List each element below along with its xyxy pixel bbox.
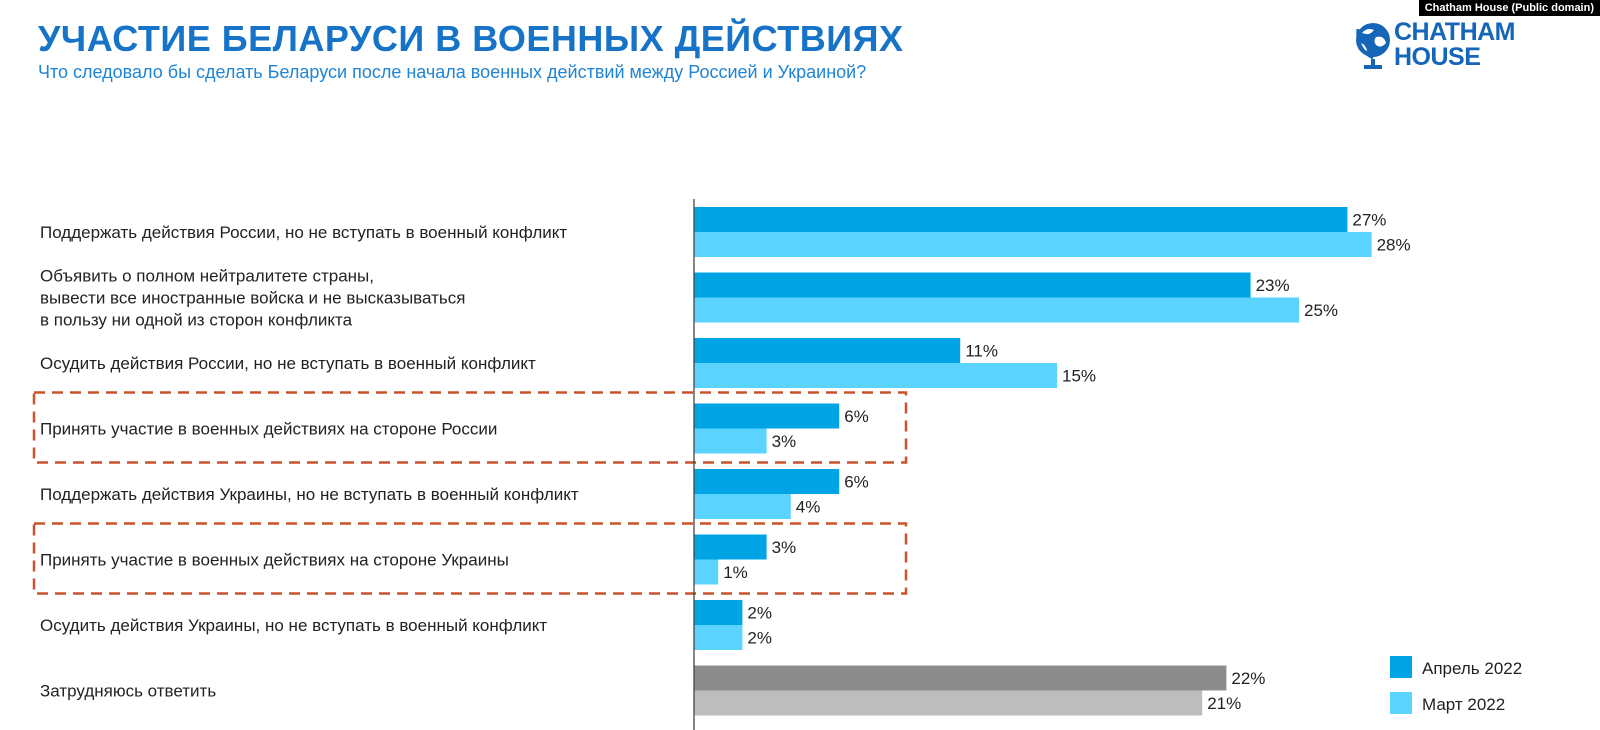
globe-icon: [1356, 23, 1390, 69]
data-label: 6%: [844, 473, 869, 492]
logo-wordmark: CHATHAM HOUSE: [1394, 18, 1516, 71]
bar: [694, 600, 743, 625]
chatham-house-logo: CHATHAM HOUSE: [1354, 20, 1539, 74]
legend-swatch: [1390, 656, 1412, 678]
data-label: 2%: [747, 604, 772, 623]
bar: [694, 625, 743, 650]
data-label: 21%: [1207, 694, 1241, 713]
category-label: Объявить о полном нейтралитете страны, вы…: [40, 267, 465, 330]
data-label: 3%: [772, 538, 797, 557]
category-label: Затрудняюсь ответить: [40, 682, 216, 701]
bar: [694, 272, 1251, 298]
chart-title: УЧАСТИЕ БЕЛАРУСИ В ВОЕННЫХ ДЕЙСТВИЯХ: [38, 18, 904, 59]
highlight-box: [32, 391, 908, 464]
data-label: 25%: [1304, 301, 1338, 320]
category-label: Принять участие в военных действиях на с…: [40, 420, 497, 439]
legend-label: Апрель 2022: [1422, 659, 1522, 678]
category-label-line: Осудить действия России, но не вступать …: [40, 354, 536, 373]
data-label: 3%: [772, 432, 797, 451]
category-label-line: Поддержать действия России, но не вступа…: [40, 223, 567, 242]
category-label-line: Затрудняюсь ответить: [40, 682, 216, 701]
category-label-line: вывести все иностранные войска и не выск…: [40, 289, 465, 308]
bar: [694, 232, 1372, 257]
image-credit: Chatham House (Public domain): [1418, 0, 1600, 16]
category-label-line: Поддержать действия Украины, но не вступ…: [40, 485, 579, 504]
data-label: 28%: [1377, 236, 1411, 255]
bar: [694, 428, 767, 454]
category-label: Принять участие в военных действиях на с…: [40, 551, 509, 570]
category-label-line: Объявить о полном нейтралитете страны,: [40, 267, 374, 286]
data-label: 15%: [1062, 367, 1096, 386]
bar: [694, 494, 791, 519]
bar: [694, 207, 1348, 232]
data-label: 23%: [1256, 276, 1290, 295]
legend-swatch: [1390, 692, 1412, 714]
logo-line-1: CHATHAM: [1394, 18, 1516, 46]
category-label-line: Принять участие в военных действиях на с…: [40, 551, 509, 570]
data-label: 11%: [965, 342, 998, 361]
logo-line-2: HOUSE: [1394, 43, 1481, 71]
bar: [694, 534, 767, 560]
chart-subtitle: Что следовало бы сделать Беларуси после …: [38, 62, 867, 82]
bar: [694, 338, 961, 363]
data-label: 27%: [1352, 211, 1386, 230]
category-label: Поддержать действия России, но не вступа…: [40, 223, 567, 242]
data-label: 2%: [747, 629, 772, 648]
bar: [694, 690, 1203, 716]
bar: [694, 559, 719, 585]
bar: [694, 363, 1057, 388]
legend-label: Март 2022: [1422, 695, 1505, 714]
category-label: Поддержать действия Украины, но не вступ…: [40, 485, 579, 504]
data-label: 22%: [1231, 669, 1265, 688]
highlight-box: [32, 522, 908, 595]
category-label: Осудить действия Украины, но не вступать…: [40, 616, 547, 635]
bar: [694, 403, 840, 429]
data-label: 4%: [796, 498, 821, 517]
category-label-line: Принять участие в военных действиях на с…: [40, 420, 497, 439]
category-label: Осудить действия России, но не вступать …: [40, 354, 536, 373]
bar: [694, 297, 1299, 323]
data-label: 6%: [844, 407, 869, 426]
category-label-line: Осудить действия Украины, но не вступать…: [40, 616, 547, 635]
category-label-line: в пользу ни одной из сторон конфликта: [40, 311, 353, 330]
data-label: 1%: [723, 563, 748, 582]
bar: [694, 665, 1227, 691]
bar: [694, 469, 840, 494]
